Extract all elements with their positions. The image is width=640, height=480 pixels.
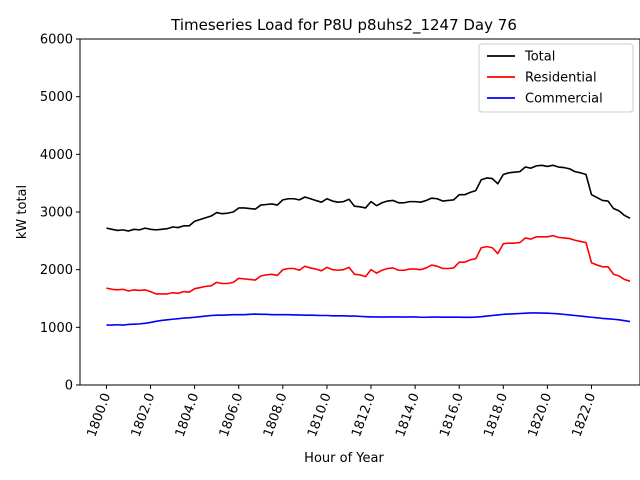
y-tick-label: 3000 xyxy=(40,206,73,221)
y-tick-label: 2000 xyxy=(40,263,73,278)
series-lines xyxy=(106,164,631,326)
y-tick-label: 1000 xyxy=(40,321,73,336)
y-tick-label: 6000 xyxy=(40,33,73,48)
series-line-residential xyxy=(106,234,631,295)
legend: Total Residential Commercial xyxy=(478,43,634,113)
y-tick-label: 5000 xyxy=(40,90,73,105)
series-line-total xyxy=(106,164,631,232)
series-line-commercial xyxy=(106,312,631,326)
y-axis: 0 1000 2000 3000 4000 5000 6000 xyxy=(40,33,80,394)
x-axis-label: Hour of Year xyxy=(304,451,384,466)
legend-label-total: Total xyxy=(524,50,555,65)
y-tick-label: 4000 xyxy=(40,148,73,163)
plot-frame xyxy=(79,38,640,386)
y-axis-label: kW total xyxy=(15,185,30,239)
y-tick-label: 0 xyxy=(65,379,73,394)
chart-title: Timeseries Load for P8U p8uhs2_1247 Day … xyxy=(170,16,517,35)
legend-box xyxy=(478,43,634,113)
legend-label-residential: Residential xyxy=(525,71,597,86)
legend-label-commercial: Commercial xyxy=(525,92,603,107)
